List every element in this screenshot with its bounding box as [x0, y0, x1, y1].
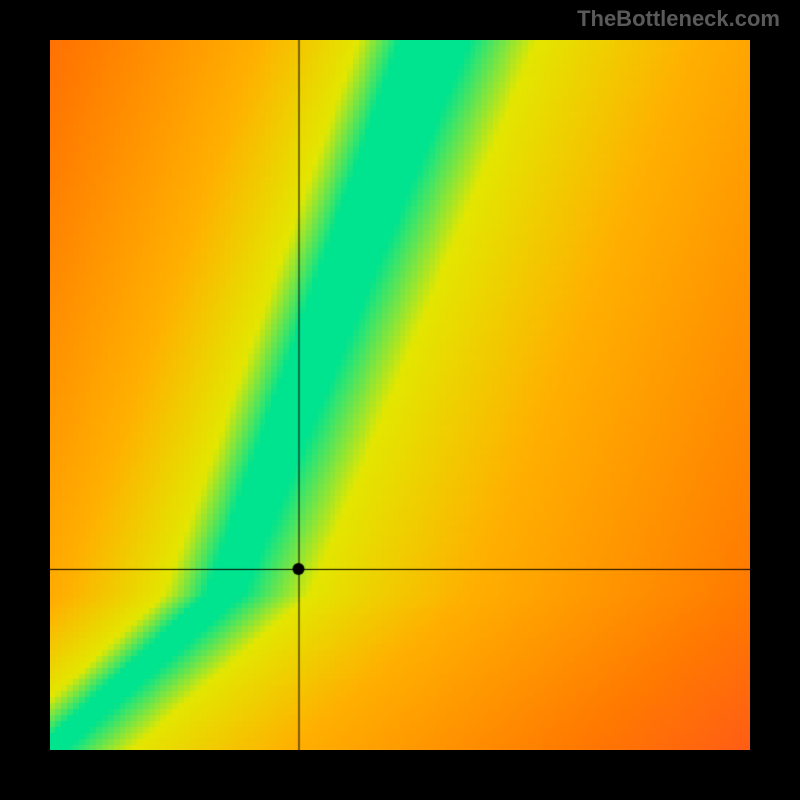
root: TheBottleneck.com: [0, 0, 800, 800]
watermark-text: TheBottleneck.com: [577, 6, 780, 32]
heatmap-chart: [50, 40, 750, 750]
